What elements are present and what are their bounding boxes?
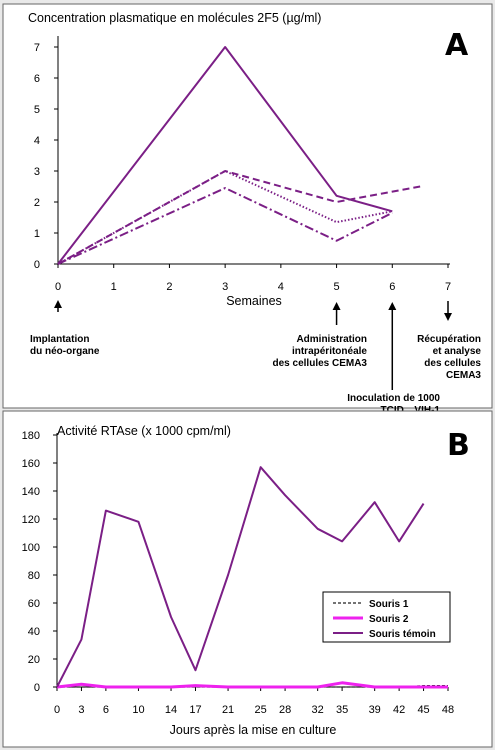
x-tick-label: 10 — [132, 704, 144, 716]
x-tick-label: 0 — [54, 704, 60, 716]
panel-b-frame — [2, 410, 493, 748]
legend-label: Souris témoin — [369, 629, 436, 640]
y-tick-label: 100 — [22, 542, 40, 554]
panel-a-frame — [2, 3, 493, 409]
y-tick-label: 0 — [34, 682, 40, 694]
series-line-dashdot — [57, 187, 393, 265]
y-tick-label: 7 — [34, 42, 40, 54]
y-tick-label: 160 — [22, 458, 40, 470]
panel-a-title: Concentration plasmatique en molécules 2… — [28, 11, 321, 25]
panel-b-x-label: Jours après la mise en culture — [170, 723, 337, 737]
y-tick-label: 3 — [34, 166, 40, 178]
annotation-text: intrapéritonéale — [292, 346, 367, 357]
annotation-text: Administration — [296, 334, 367, 345]
annotation-arrowhead — [332, 302, 341, 310]
y-tick-label: 120 — [22, 514, 40, 526]
annotation-text: et analyse — [433, 346, 482, 357]
x-tick-label: 4 — [278, 281, 284, 293]
legend-label: Souris 1 — [369, 599, 409, 610]
panel-b-legend: Souris 1 Souris 2 Souris témoin — [322, 591, 451, 643]
series-line-solid — [57, 46, 393, 265]
x-tick-label: 21 — [222, 704, 234, 716]
legend-label: Souris 2 — [369, 614, 409, 625]
panel-b: Activité RTAse (x 1000 cpm/ml) B 0 3 6 10 14… — [2, 410, 493, 748]
annotation-text: CEMA3 — [446, 370, 481, 381]
x-tick-label: 7 — [445, 281, 451, 293]
panel-b-title: Activité RTAse (x 1000 cpm/ml) — [57, 424, 231, 438]
y-tick-label: 6 — [34, 73, 40, 85]
x-tick-label: 3 — [78, 704, 84, 716]
x-tick-label: 3 — [222, 281, 228, 293]
x-tick-label: 32 — [312, 704, 324, 716]
x-tick-label: 39 — [369, 704, 381, 716]
x-tick-label: 35 — [336, 704, 348, 716]
y-tick-label: 0 — [34, 259, 40, 271]
annotation-text: Inoculation de 1000 — [347, 393, 440, 404]
series-line-souris-temoin — [56, 466, 425, 688]
y-tick-label: 180 — [22, 430, 40, 442]
y-tick-label: 60 — [28, 598, 40, 610]
y-tick-label: 40 — [28, 626, 40, 638]
x-tick-label: 48 — [442, 704, 454, 716]
series-line-souris-2 — [56, 681, 448, 689]
series-line-dotted — [57, 170, 393, 265]
x-tick-label: 6 — [103, 704, 109, 716]
x-tick-label: 2 — [166, 281, 172, 293]
panel-b-letter: B — [447, 428, 470, 463]
annotation-text: Implantation — [30, 334, 89, 345]
x-tick-label: 28 — [279, 704, 291, 716]
panel-a-x-label: Semaines — [226, 294, 282, 308]
panel-a-letter: A — [445, 28, 469, 63]
x-tick-label: 5 — [334, 281, 340, 293]
annotation-text: du néo-organe — [30, 346, 100, 357]
y-tick-label: 20 — [28, 654, 40, 666]
x-tick-label: 25 — [255, 704, 267, 716]
x-tick-label: 1 — [111, 281, 117, 293]
annotation-text: Récupération — [417, 334, 481, 345]
x-tick-label: 6 — [389, 281, 395, 293]
x-tick-label: 14 — [165, 704, 177, 716]
x-tick-label: 17 — [189, 704, 201, 716]
y-tick-label: 80 — [28, 570, 40, 582]
annotation-text: des cellules CEMA3 — [273, 358, 368, 369]
x-tick-label: 42 — [393, 704, 405, 716]
annotation-text: des cellules — [424, 358, 481, 369]
x-tick-label: 45 — [417, 704, 429, 716]
y-tick-label: 5 — [34, 104, 40, 116]
annotation-arrowhead — [444, 313, 452, 321]
y-tick-label: 1 — [34, 228, 40, 240]
y-tick-label: 4 — [34, 135, 40, 147]
x-tick-label: 0 — [55, 281, 61, 293]
annotation-arrowhead — [388, 302, 397, 310]
y-tick-label: 140 — [22, 486, 40, 498]
panel-a: Concentration plasmatique en molécules 2… — [2, 3, 493, 419]
annotation-arrowhead — [54, 300, 62, 308]
y-tick-label: 2 — [34, 197, 40, 209]
